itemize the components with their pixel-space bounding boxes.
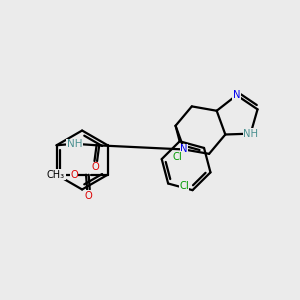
Text: Cl: Cl [179, 181, 189, 190]
Text: N: N [233, 90, 240, 100]
Text: N: N [181, 145, 188, 154]
Text: CH₃: CH₃ [47, 170, 65, 180]
Text: O: O [92, 162, 99, 172]
Text: NH: NH [243, 129, 258, 139]
Text: Cl: Cl [172, 152, 182, 162]
Text: NH: NH [67, 139, 82, 149]
Text: O: O [70, 170, 78, 180]
Text: O: O [85, 191, 93, 201]
